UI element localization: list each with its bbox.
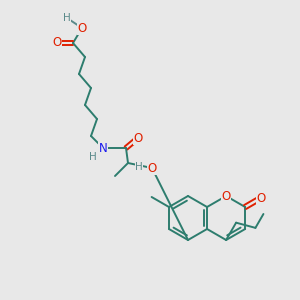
Text: H: H — [63, 13, 71, 23]
Text: O: O — [77, 22, 87, 34]
Text: O: O — [52, 37, 62, 50]
Text: O: O — [147, 161, 157, 175]
Text: O: O — [256, 191, 266, 205]
Text: H: H — [135, 162, 143, 172]
Text: O: O — [134, 131, 142, 145]
Text: O: O — [221, 190, 231, 202]
Text: N: N — [99, 142, 107, 154]
Text: H: H — [89, 152, 97, 162]
